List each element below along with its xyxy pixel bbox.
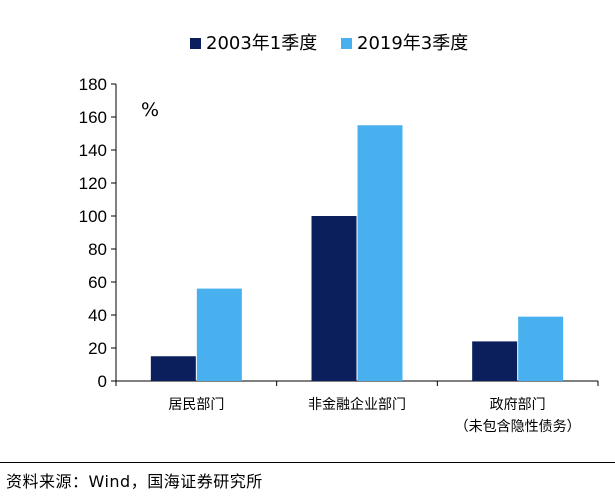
legend-swatch	[190, 38, 201, 49]
y-tick-label: 80	[88, 240, 107, 259]
y-tick-label: 140	[79, 141, 107, 160]
bar-series-2	[518, 316, 564, 381]
y-tick-label: 160	[79, 108, 107, 127]
y-tick-label: 0	[98, 372, 107, 391]
bar-series-1	[472, 341, 518, 381]
x-tick-label: 政府部门	[490, 397, 546, 413]
y-tick-label: 40	[88, 306, 107, 325]
y-tick-label: 180	[79, 75, 107, 94]
legend-swatch	[341, 38, 352, 49]
x-tick-label: 居民部门	[168, 397, 224, 413]
x-tick-label: （未包含隐性债务）	[455, 419, 581, 435]
source-note: 资料来源：Wind，国海证券研究所	[6, 472, 263, 491]
x-tick-label: 非金融企业部门	[308, 396, 406, 413]
x-axis: 居民部门 非金融企业部门 政府部门 （未包含隐性债务）	[115, 380, 599, 435]
bar-series-1	[150, 356, 196, 381]
bar-series-1	[311, 216, 357, 381]
y-tick-label: 60	[88, 273, 107, 292]
unit-label: %	[141, 99, 159, 121]
y-axis: 0 20 40 60 80 100 120 140 160 180	[79, 75, 117, 391]
bars	[150, 125, 564, 381]
bar-chart: 2003年1季度 2019年3季度 0 20 40 60 80 100 120 140 160 18…	[79, 33, 599, 435]
source-divider	[0, 462, 615, 463]
bar-series-2	[357, 125, 403, 381]
bar-series-2	[196, 288, 242, 381]
legend: 2003年1季度 2019年3季度	[190, 33, 468, 54]
y-tick-label: 20	[88, 339, 107, 358]
y-tick-label: 100	[79, 207, 107, 226]
legend-label: 2019年3季度	[357, 33, 468, 54]
legend-label: 2003年1季度	[206, 33, 317, 54]
y-tick-label: 120	[79, 174, 107, 193]
